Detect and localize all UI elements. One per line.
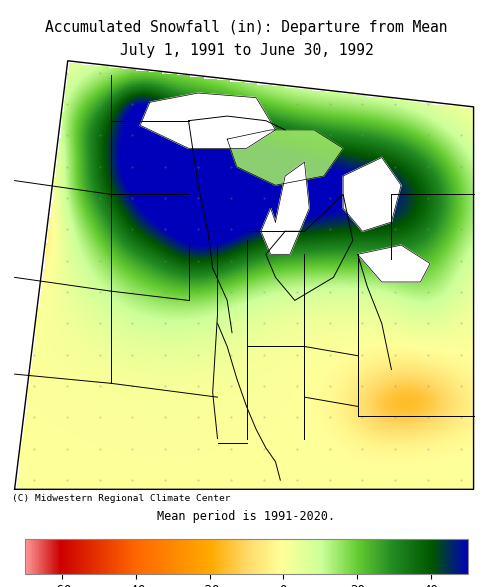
Text: July 1, 1991 to June 30, 1992: July 1, 1991 to June 30, 1992 [120, 43, 373, 58]
Polygon shape [357, 245, 430, 282]
Polygon shape [261, 162, 309, 254]
Text: Mean period is 1991-2020.: Mean period is 1991-2020. [157, 510, 336, 522]
Text: Accumulated Snowfall (in): Departure from Mean: Accumulated Snowfall (in): Departure fro… [45, 20, 448, 35]
Polygon shape [343, 157, 401, 231]
Polygon shape [140, 93, 276, 149]
Polygon shape [227, 130, 343, 185]
Text: (C) Midwestern Regional Climate Center: (C) Midwestern Regional Climate Center [12, 494, 231, 503]
